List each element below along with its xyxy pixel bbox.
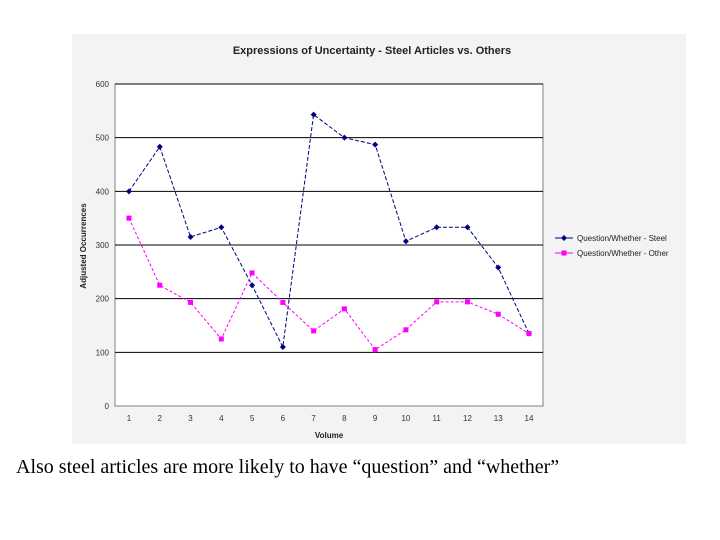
data-point — [218, 336, 224, 342]
data-point — [218, 224, 225, 231]
x-tick-label: 10 — [401, 414, 410, 423]
chart-title: Expressions of Uncertainty - Steel Artic… — [233, 45, 511, 57]
data-point — [188, 299, 194, 305]
x-tick-label: 6 — [281, 414, 286, 423]
legend-marker — [561, 235, 567, 241]
y-tick-label: 600 — [96, 80, 110, 89]
data-point — [280, 299, 286, 305]
data-point — [126, 215, 132, 221]
x-tick-label: 8 — [342, 414, 347, 423]
x-tick-label: 2 — [158, 414, 163, 423]
y-tick-label: 400 — [96, 187, 110, 196]
legend-marker — [561, 250, 567, 256]
x-tick-label: 3 — [188, 414, 193, 423]
data-point — [126, 188, 132, 195]
y-tick-label: 300 — [96, 241, 110, 250]
data-point — [157, 282, 163, 288]
x-tick-label: 9 — [373, 414, 378, 423]
x-tick-label: 4 — [219, 414, 224, 423]
data-point — [433, 224, 440, 231]
data-point — [311, 328, 317, 334]
x-tick-label: 1 — [127, 414, 132, 423]
y-tick-labels: 0 100 200 300 400 500 600 — [96, 80, 110, 411]
series-layer — [126, 111, 532, 353]
y-tick-label: 0 — [105, 402, 110, 411]
data-point — [310, 111, 317, 118]
data-point — [341, 134, 348, 141]
data-point — [279, 343, 286, 350]
x-tick-labels: 1 2 3 4 5 6 7 8 9 10 11 12 13 14 — [127, 414, 534, 423]
data-point — [156, 143, 163, 150]
y-tick-label: 500 — [96, 134, 110, 143]
legend-label: Question/Whether - Steel — [577, 234, 667, 243]
data-point — [187, 233, 194, 240]
slide-caption: Also steel articles are more likely to h… — [16, 456, 560, 478]
series-line — [128, 113, 530, 349]
x-tick-label: 12 — [463, 414, 472, 423]
data-point — [526, 331, 532, 337]
series-line — [128, 217, 530, 351]
data-point — [341, 306, 347, 312]
x-axis-label: Volume — [315, 431, 344, 440]
data-point — [495, 264, 502, 271]
x-tick-label: 11 — [433, 414, 442, 423]
data-point — [249, 282, 256, 289]
data-point — [372, 141, 379, 148]
data-point — [464, 299, 470, 305]
x-tick-label: 13 — [494, 414, 503, 423]
data-point — [403, 327, 409, 333]
x-tick-label: 14 — [525, 414, 534, 423]
data-point — [402, 238, 409, 245]
data-point — [372, 347, 378, 353]
legend: Question/Whether - Steel Question/Whether… — [555, 234, 669, 258]
y-tick-label: 200 — [96, 295, 110, 304]
legend-label: Question/Whether - Other — [577, 249, 669, 258]
data-point — [464, 224, 471, 231]
x-tick-label: 7 — [311, 414, 316, 423]
chart-panel: 0 100 200 300 400 500 600 1 2 3 4 5 6 7 8 9 10 11 12 13 14 … — [72, 34, 686, 444]
x-tick-label: 5 — [250, 414, 255, 423]
y-tick-label: 100 — [96, 348, 110, 357]
data-point — [434, 299, 440, 305]
gridlines — [115, 83, 543, 353]
data-point — [495, 311, 501, 317]
y-axis-label: Adjusted Occurrences — [79, 203, 88, 289]
data-point — [249, 270, 255, 276]
